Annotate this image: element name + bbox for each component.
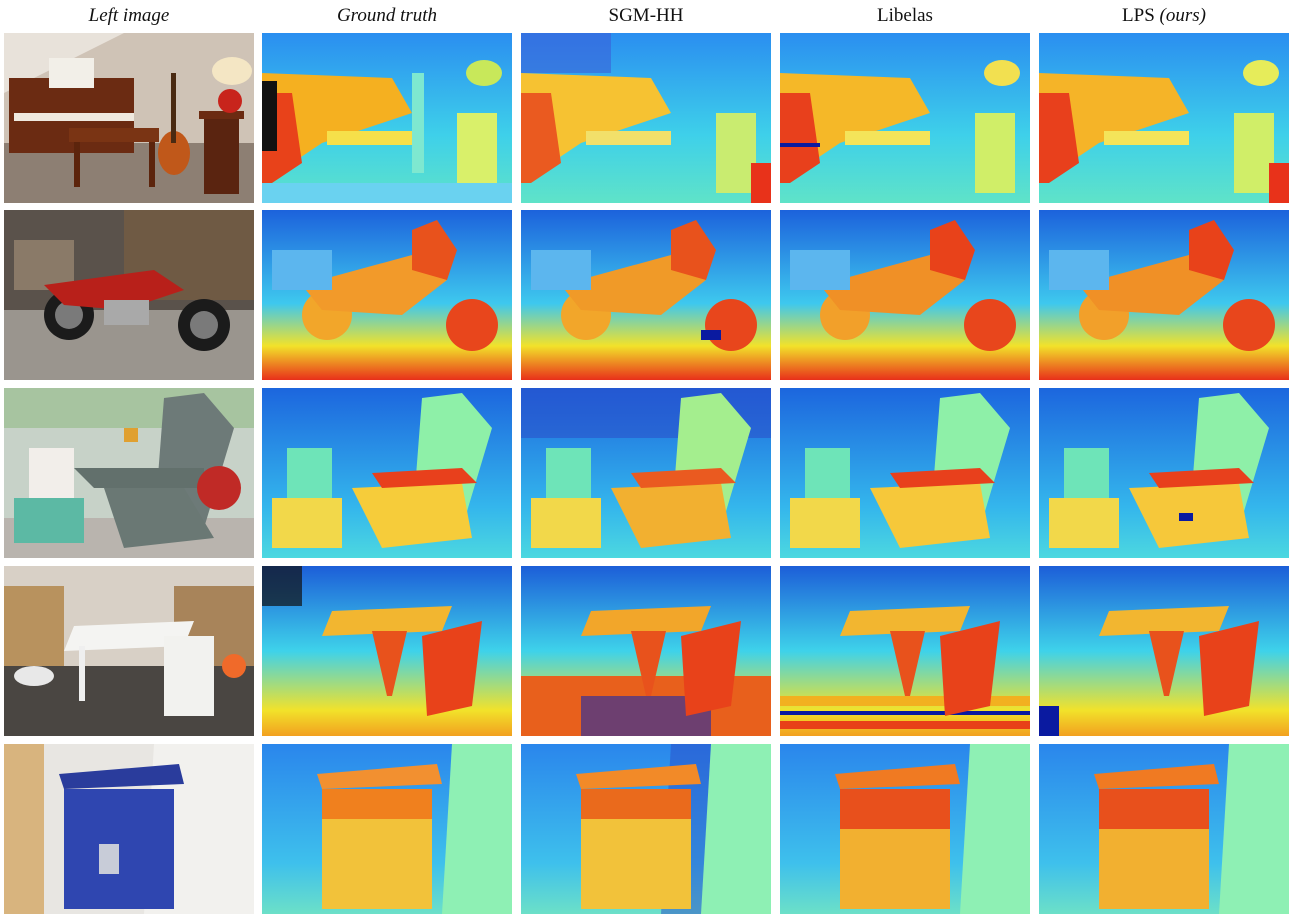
photo-piano xyxy=(4,33,254,203)
header-libelas: Libelas xyxy=(877,5,933,26)
header-left-image: Left image xyxy=(88,5,170,26)
libelas-adirondack xyxy=(780,388,1030,558)
libelas-playtable xyxy=(780,566,1030,736)
photo-playtable xyxy=(4,566,254,736)
sgm-hh-recycle xyxy=(521,744,771,914)
lps-adirondack xyxy=(1039,388,1289,558)
sgm-hh-piano xyxy=(521,33,771,203)
photo-motorcycle xyxy=(4,210,254,380)
ground-truth-recycle xyxy=(262,744,512,914)
libelas-piano xyxy=(780,33,1030,203)
ground-truth-motorcycle xyxy=(262,210,512,380)
photo-adirondack xyxy=(4,388,254,558)
header-ground-truth: Ground truth xyxy=(336,5,438,26)
ground-truth-adirondack xyxy=(262,388,512,558)
lps-playtable xyxy=(1039,566,1289,736)
libelas-motorcycle xyxy=(780,210,1030,380)
lps-motorcycle xyxy=(1039,210,1289,380)
header-sgm-hh: SGM-HH xyxy=(608,5,684,26)
lps-recycle xyxy=(1039,744,1289,914)
ground-truth-playtable xyxy=(262,566,512,736)
header-lps: LPS (ours) xyxy=(1122,5,1206,26)
lps-piano xyxy=(1039,33,1289,203)
photo-recycle xyxy=(4,744,254,914)
libelas-recycle xyxy=(780,744,1030,914)
sgm-hh-adirondack xyxy=(521,388,771,558)
sgm-hh-playtable xyxy=(521,566,771,736)
ground-truth-piano xyxy=(262,33,512,203)
sgm-hh-motorcycle xyxy=(521,210,771,380)
